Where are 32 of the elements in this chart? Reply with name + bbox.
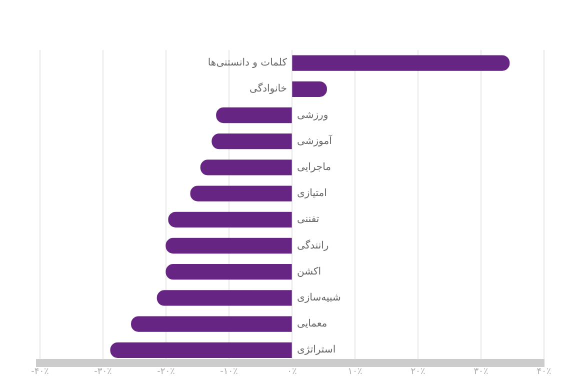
y-tick-label: امتیازی [297, 188, 327, 200]
y-tick-label: معمایی [297, 318, 328, 330]
y-tick-label: شبیه‌سازی [297, 292, 341, 304]
bar [156, 290, 292, 306]
y-tick-label: اکشن [297, 266, 322, 278]
bar [212, 134, 292, 150]
bar [166, 264, 292, 280]
y-tick-label: استراتژی [297, 344, 336, 356]
bar [200, 160, 292, 176]
y-tick-label: خانوادگی [249, 82, 287, 95]
bar [292, 81, 327, 97]
x-tick-label: -۴۰٪ [31, 366, 50, 377]
bar [166, 238, 292, 254]
bar [131, 316, 292, 332]
y-tick-label: رانندگی [297, 239, 329, 252]
y-tick-label: کلمات و دانستنی‌ها [208, 58, 288, 69]
bar [292, 55, 510, 71]
x-tick-label: ۰٪ [287, 366, 297, 377]
x-tick-label: -۱۰٪ [220, 366, 238, 377]
y-tick-label: ورزشی [297, 110, 328, 121]
x-tick-label: ۱۰٪ [348, 366, 362, 377]
y-tick-label: آموزشی [297, 134, 334, 147]
x-tick-label: -۲۰٪ [157, 366, 176, 377]
bar [216, 107, 292, 124]
x-tick-label: ۲۰٪ [410, 366, 426, 377]
y-tick-label: تفننی [297, 214, 320, 226]
bar [190, 186, 292, 202]
y-tick-label: ماجرایی [297, 162, 331, 174]
x-tick-label: ۴۰٪ [536, 366, 552, 377]
x-tick-label: ۳۰٪ [474, 366, 488, 377]
bar [168, 212, 292, 228]
x-tick-label: -۳۰٪ [94, 366, 112, 377]
